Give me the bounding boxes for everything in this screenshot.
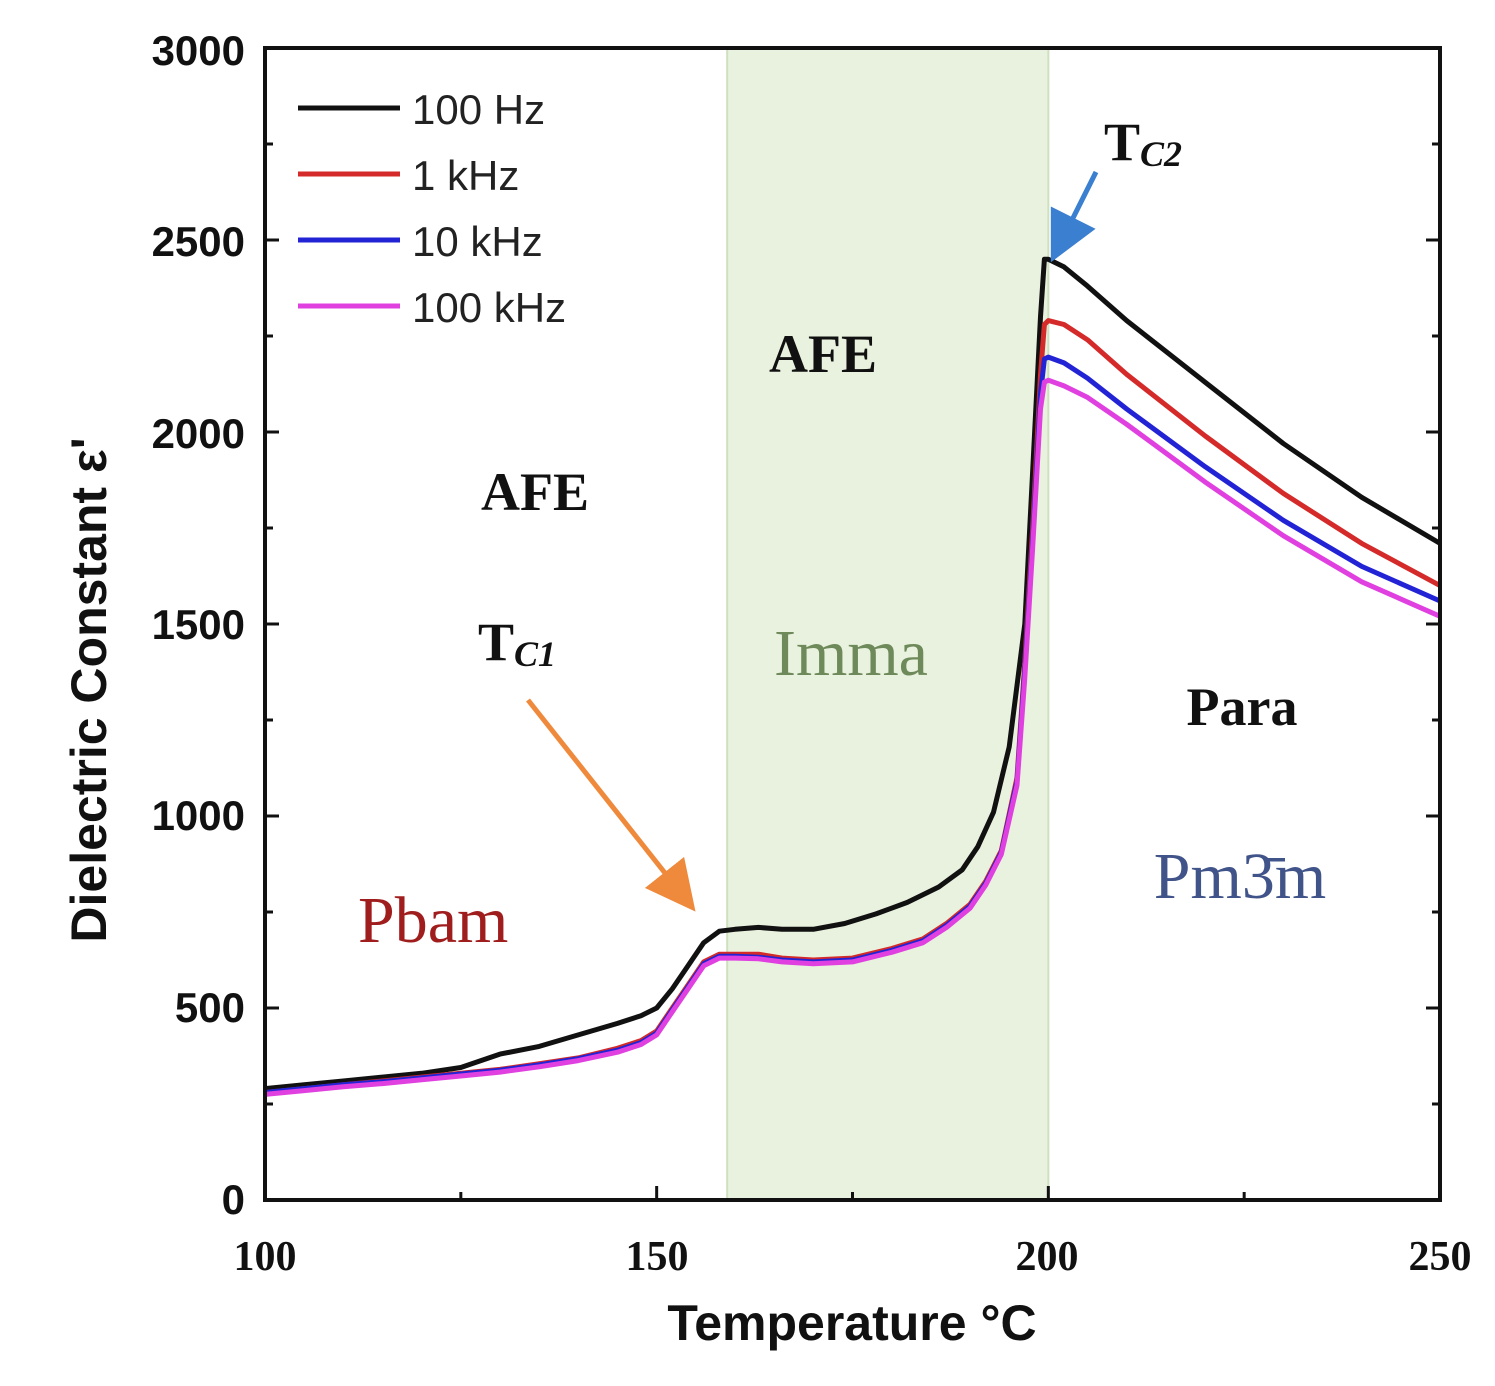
legend-label-10khz: 10 kHz <box>412 218 543 265</box>
x-tick-label: 100 <box>234 1234 297 1280</box>
afe-mid-label: AFE <box>769 324 877 384</box>
tc1-main: T <box>478 612 514 672</box>
tc2-main: T <box>1104 112 1140 172</box>
tc2-label: TC2 <box>1104 112 1182 174</box>
tc1-label: TC1 <box>478 612 556 674</box>
pbam-label: Pbam <box>358 884 508 957</box>
x-tick-label: 200 <box>1016 1234 1079 1280</box>
y-tick-label: 1500 <box>152 601 245 648</box>
y-tick-label: 0 <box>222 1176 245 1223</box>
para-label: Para <box>1187 677 1298 737</box>
legend-label-100hz: 100 Hz <box>412 86 545 133</box>
tc2-sub: C2 <box>1140 134 1182 174</box>
tc1-arrow <box>526 698 696 912</box>
x-tick-labels: 100 150 200 250 <box>234 1234 1472 1280</box>
imma-label: Imma <box>774 617 928 690</box>
x-axis-title: Temperature °C <box>667 1295 1036 1351</box>
pm3m-label: Pm3̄m <box>1154 840 1326 913</box>
series-group <box>264 256 1442 1097</box>
x-tick-label: 250 <box>1409 1234 1472 1280</box>
y-tick-label: 3000 <box>152 27 245 74</box>
y-tick-label: 2500 <box>152 218 245 265</box>
afe-low-label: AFE <box>481 462 589 522</box>
y-axis-title: Dielectric Constant ε' <box>61 437 117 942</box>
y-tick-labels: 0 500 1000 1500 2000 2500 3000 <box>152 27 245 1223</box>
legend-label-100khz: 100 kHz <box>412 284 566 331</box>
series-line-100hz <box>264 256 1442 1092</box>
legend: 100 Hz 1 kHz 10 kHz 100 kHz <box>298 86 566 331</box>
tc2-arrow <box>1050 170 1099 263</box>
y-tick-label: 1000 <box>152 792 245 839</box>
tc1-sub: C1 <box>514 634 556 674</box>
y-tick-label: 2000 <box>152 410 245 457</box>
axis-ticks <box>263 46 1442 1202</box>
x-tick-label: 150 <box>626 1234 689 1280</box>
legend-label-1khz: 1 kHz <box>412 152 519 199</box>
series-line-100khz <box>264 377 1442 1097</box>
y-tick-label: 500 <box>175 984 245 1031</box>
imma-shaded-region <box>726 47 1050 1201</box>
